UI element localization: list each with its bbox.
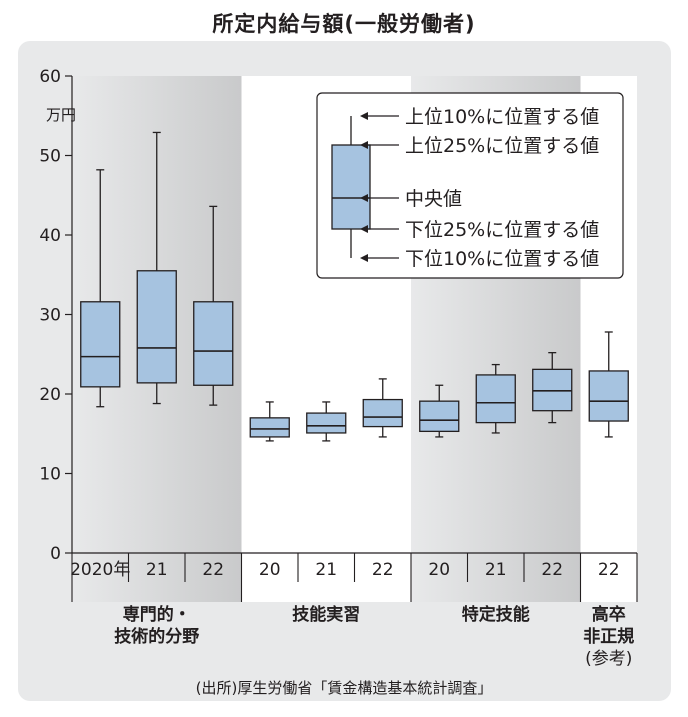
y-unit-label: 万円 bbox=[46, 106, 76, 124]
x-tick-label: 21 bbox=[485, 560, 507, 580]
group-label: (参考) bbox=[585, 649, 632, 669]
group-label: 専門的・ bbox=[123, 604, 191, 625]
legend-label: 上位25%に位置する値 bbox=[405, 135, 599, 157]
box-iqr bbox=[80, 301, 121, 388]
x-tick-label: 2020年 bbox=[70, 560, 130, 580]
box-iqr bbox=[193, 301, 234, 386]
box-iqr bbox=[475, 374, 516, 424]
box-iqr bbox=[306, 412, 347, 434]
y-tick-label: 40 bbox=[39, 226, 61, 246]
source-note: (出所)厚生労働省「賃金構造基本統計調査」 bbox=[195, 679, 493, 697]
legend-arrow-icon bbox=[360, 112, 368, 120]
x-tick-label: 22 bbox=[202, 560, 224, 580]
legend-arrow-icon bbox=[360, 225, 368, 233]
legend-label: 下位10%に位置する値 bbox=[405, 248, 599, 270]
legend-label: 上位10%に位置する値 bbox=[405, 106, 599, 128]
x-tick-label: 22 bbox=[541, 560, 563, 580]
legend-arrow-icon bbox=[360, 141, 368, 149]
legend-sample-box bbox=[331, 144, 371, 230]
x-tick-label: 21 bbox=[146, 560, 168, 580]
group-label: 特定技能 bbox=[462, 604, 530, 625]
group-label: 非正規 bbox=[583, 626, 634, 647]
group-label: 技能実習 bbox=[292, 604, 360, 625]
box-iqr bbox=[249, 417, 290, 438]
y-tick-label: 30 bbox=[39, 306, 61, 326]
y-tick-label: 50 bbox=[39, 147, 61, 167]
y-tick-label: 20 bbox=[39, 385, 61, 405]
x-tick-label: 20 bbox=[428, 560, 450, 580]
group-label: 高卒 bbox=[592, 604, 626, 625]
legend-label: 中央値 bbox=[405, 188, 462, 210]
legend-arrow-icon bbox=[360, 194, 368, 202]
legend-arrow-icon bbox=[360, 254, 368, 262]
y-tick-label: 0 bbox=[50, 544, 61, 564]
x-tick-label: 22 bbox=[598, 560, 620, 580]
box-iqr bbox=[136, 270, 177, 384]
chart-title: 所定内給与額(一般労働者) bbox=[212, 12, 476, 36]
y-tick-label: 60 bbox=[39, 67, 61, 87]
box-iqr bbox=[362, 398, 403, 428]
legend-box bbox=[316, 92, 624, 279]
box-iqr bbox=[588, 370, 629, 422]
y-tick-label: 10 bbox=[39, 465, 61, 485]
box-iqr bbox=[419, 400, 460, 433]
x-tick-label: 20 bbox=[259, 560, 281, 580]
group-label: 技術的分野 bbox=[114, 626, 199, 647]
x-tick-label: 22 bbox=[372, 560, 394, 580]
x-tick-label: 21 bbox=[315, 560, 337, 580]
legend-label: 下位25%に位置する値 bbox=[405, 219, 599, 241]
